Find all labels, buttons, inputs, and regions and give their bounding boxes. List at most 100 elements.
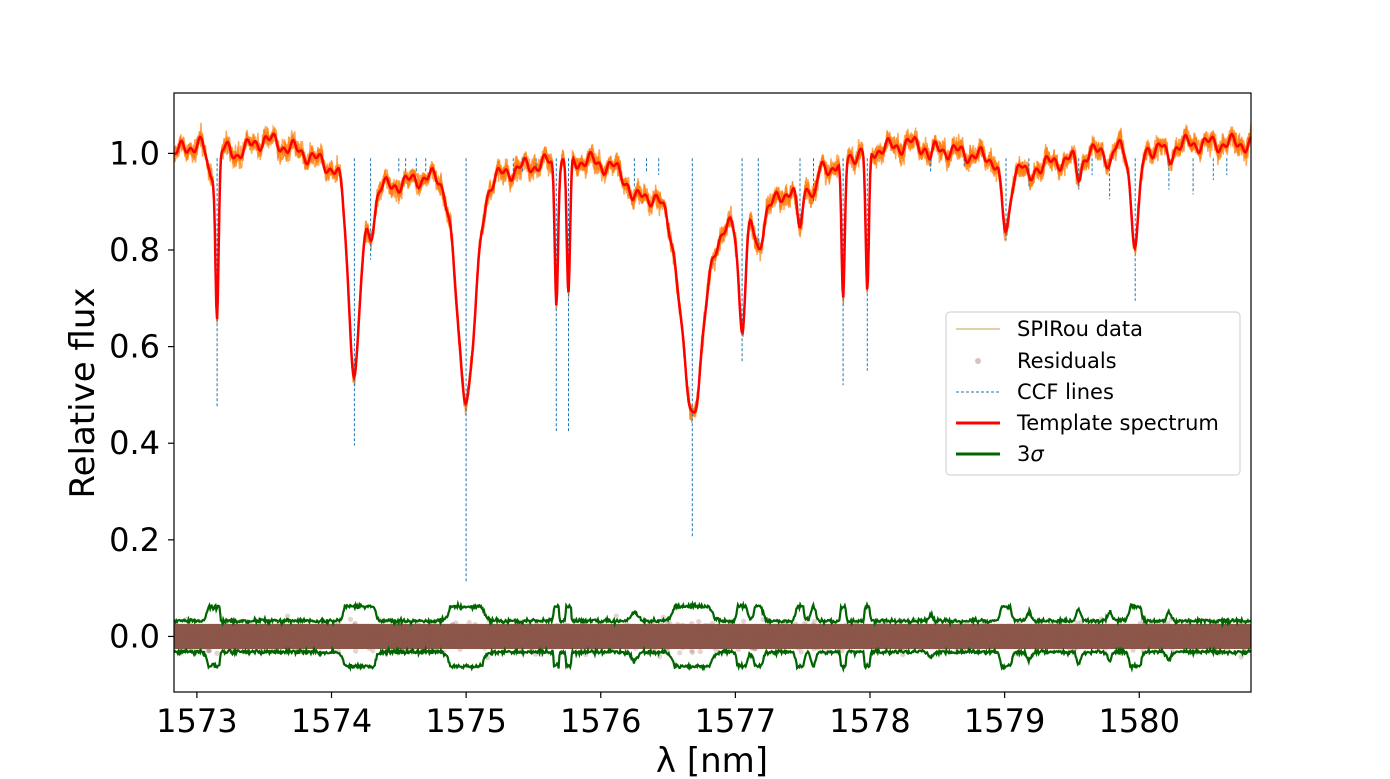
residual-point bbox=[1082, 633, 1088, 640]
residual-point bbox=[554, 622, 560, 628]
residual-point bbox=[1064, 627, 1070, 634]
x-tick-label: 1578 bbox=[829, 702, 910, 740]
residual-point bbox=[896, 638, 902, 644]
residual-point bbox=[1224, 634, 1230, 640]
residual-point bbox=[453, 637, 459, 643]
residual-point bbox=[565, 628, 571, 635]
residual-point bbox=[998, 641, 1004, 647]
residual-point bbox=[332, 627, 338, 633]
residual-point bbox=[410, 636, 416, 642]
residual-point bbox=[275, 627, 281, 633]
residual-point bbox=[411, 626, 417, 632]
residual-point bbox=[1182, 626, 1188, 633]
residual-point bbox=[259, 632, 266, 638]
residual-point bbox=[198, 626, 204, 632]
residual-point bbox=[756, 634, 762, 640]
residual-point bbox=[402, 627, 408, 633]
residual-point bbox=[1015, 641, 1021, 647]
residual-point bbox=[519, 639, 525, 645]
residual-point bbox=[453, 643, 459, 649]
residual-point bbox=[295, 631, 301, 637]
residual-point bbox=[284, 637, 290, 643]
residual-point bbox=[871, 624, 878, 631]
residual-point bbox=[1202, 642, 1208, 648]
residual-point bbox=[222, 635, 228, 641]
residual-point bbox=[1202, 635, 1208, 641]
residual-point bbox=[235, 628, 241, 634]
residual-point bbox=[465, 636, 471, 642]
residual-point bbox=[989, 628, 995, 634]
residual-point bbox=[184, 629, 191, 635]
residual-point bbox=[1022, 637, 1028, 644]
residual-point bbox=[689, 632, 695, 638]
residual-point bbox=[736, 626, 743, 632]
residual-point bbox=[1123, 643, 1129, 649]
residual-point bbox=[791, 632, 798, 638]
residual-point bbox=[849, 633, 856, 640]
residual-point bbox=[884, 637, 890, 643]
residual-point bbox=[754, 632, 760, 638]
residual-point bbox=[611, 642, 617, 648]
residual-point bbox=[709, 626, 715, 632]
residual-point bbox=[1125, 639, 1131, 645]
residual-point bbox=[795, 634, 802, 641]
residual-point bbox=[779, 634, 786, 640]
residual-point bbox=[995, 624, 1001, 630]
residual-point bbox=[438, 630, 445, 637]
residual-point bbox=[372, 634, 378, 640]
residual-point bbox=[1000, 632, 1006, 638]
residual-point bbox=[318, 629, 324, 635]
residual-point bbox=[1214, 636, 1220, 642]
residual-point bbox=[908, 633, 914, 639]
residual-point bbox=[179, 644, 185, 651]
residual-point bbox=[1151, 632, 1157, 639]
residual-point bbox=[922, 623, 929, 629]
residual-point bbox=[695, 640, 701, 646]
residual-point bbox=[205, 647, 211, 654]
residual-point bbox=[1036, 641, 1042, 647]
residual-point bbox=[622, 643, 628, 650]
residual-point bbox=[761, 633, 767, 639]
residual-point bbox=[781, 637, 787, 643]
residual-point bbox=[861, 634, 867, 640]
residual-point bbox=[202, 631, 208, 637]
residual-point bbox=[839, 633, 845, 640]
residual-point bbox=[1021, 640, 1027, 646]
residual-point bbox=[513, 627, 519, 634]
residual-point bbox=[1122, 632, 1128, 638]
residual-point bbox=[338, 636, 344, 642]
residual-point bbox=[637, 628, 643, 634]
residual-point bbox=[706, 637, 713, 644]
residual-point bbox=[1110, 629, 1116, 635]
residual-point bbox=[613, 636, 620, 642]
residual-point bbox=[614, 633, 620, 639]
residual-point bbox=[681, 630, 687, 636]
residual-point bbox=[1186, 631, 1192, 637]
residual-point bbox=[794, 644, 800, 650]
residual-point bbox=[887, 633, 893, 639]
residual-point bbox=[378, 638, 384, 644]
residual-point bbox=[245, 628, 251, 634]
residual-point bbox=[327, 637, 333, 643]
residual-point bbox=[458, 633, 464, 639]
residual-point bbox=[249, 625, 255, 631]
residual-point bbox=[1057, 630, 1063, 636]
residual-point bbox=[314, 633, 320, 639]
residual-point bbox=[1168, 634, 1174, 640]
residual-point bbox=[296, 631, 302, 637]
residual-point bbox=[276, 643, 282, 649]
residual-point bbox=[827, 640, 833, 646]
residual-point bbox=[1243, 631, 1250, 637]
residual-point bbox=[779, 636, 785, 642]
residual-point bbox=[414, 634, 420, 640]
residual-point bbox=[1081, 633, 1087, 639]
residual-point bbox=[1246, 634, 1251, 641]
residual-point bbox=[200, 640, 206, 646]
residual-point bbox=[1175, 626, 1182, 632]
residual-point bbox=[430, 626, 436, 632]
residual-point bbox=[277, 625, 283, 631]
residual-point bbox=[369, 627, 375, 634]
residual-point bbox=[612, 629, 618, 635]
residual-point bbox=[390, 625, 396, 631]
residual-point bbox=[188, 637, 194, 643]
